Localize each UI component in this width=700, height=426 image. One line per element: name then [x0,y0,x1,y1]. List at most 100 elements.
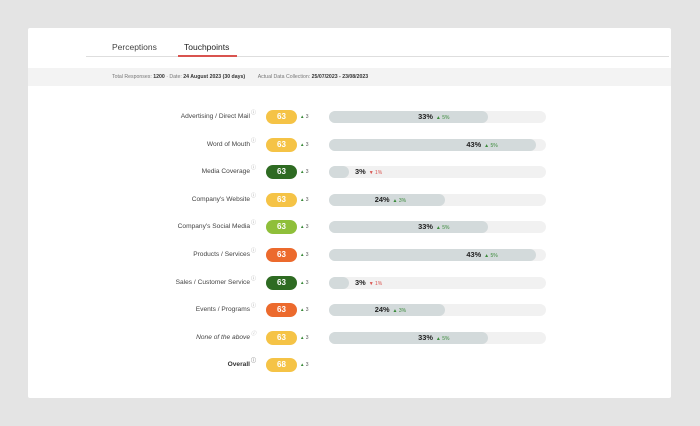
up-arrow-icon: ▲ [392,308,399,315]
info-icon[interactable]: ⓘ [250,330,256,337]
percent-value: 24% [374,305,390,315]
percent-value: 3% [355,167,366,177]
score-delta: ▲ 3 [300,330,309,346]
info-icon[interactable]: ⓘ [250,275,256,282]
percent-bar-fill [329,249,537,261]
up-arrow-icon: ▲ [484,142,491,149]
percent-bar-fill [329,166,349,179]
row-label: Company's Social Media ⓘ [178,219,256,235]
total-responses-label: Total Responses: [112,74,152,80]
up-arrow-icon: ▲ [435,115,443,121]
percent-value: 43% [466,139,482,149]
up-arrow-icon: ▲ [300,307,306,313]
percent-bar-fill [329,304,445,317]
percent-change-value: 1% [375,170,383,177]
row-label-text: Word of Mouth [206,140,250,148]
score-delta-value: 3 [305,252,309,258]
score-delta: ▲ 3 [300,192,309,208]
up-arrow-icon: ▲ [435,225,443,232]
row-label-text: Events / Programs [195,306,250,314]
percent-label: 3% ▼ 1% [355,166,382,178]
total-responses-value: 1200 [153,74,165,80]
percent-change-value: 5% [442,225,450,232]
percent-label: 24% ▲ 3% [375,194,406,206]
score-delta: ▲ 3 [300,275,309,291]
score-delta-value: 3 [305,279,309,286]
percent-change: ▼ 1% [369,281,383,287]
down-arrow-icon: ▼ [368,170,376,177]
score-delta: ▲ 3 [300,219,309,235]
up-arrow-icon: ▲ [484,253,491,259]
date-label: · Date: [166,74,182,80]
down-arrow-icon: ▼ [368,280,376,287]
overall-row: Overall ⓘ 68 ▲ 3 [28,357,671,373]
touchpoints-card: Perceptions Touchpoints Total Responses:… [28,28,671,398]
percent-value: 24% [374,194,390,204]
row-label: Overall ⓘ [227,357,256,373]
row-label: Word of Mouth ⓘ [206,137,256,153]
percent-change: ▲ 5% [484,253,498,259]
percent-bar-track: 24% ▲ 3% [329,193,546,206]
tab-perceptions[interactable]: Perceptions [112,42,157,52]
percent-change: ▲ 5% [436,336,450,342]
touchpoint-row: Media Coverage ⓘ 63 ▲ 3 3% ▼ 1% [28,164,671,180]
date-value: 24 August 2023 (30 days) [183,74,246,80]
info-icon[interactable]: ⓘ [250,248,256,254]
tab-touchpoints[interactable]: Touchpoints [184,42,230,52]
info-icon[interactable]: ⓘ [250,110,256,116]
row-label-text: Media Coverage [201,168,250,176]
percent-change: ▲ 5% [436,225,450,231]
percent-bar-track: 3% ▼ 1% [329,166,546,179]
percent-change: ▲ 3% [393,198,407,204]
percent-change-value: 1% [375,280,383,287]
percent-value: 33% [418,332,433,342]
info-icon[interactable]: ⓘ [250,358,256,365]
row-label-text: Sales / Customer Service [175,278,250,286]
percent-change-value: 5% [490,253,498,259]
score-delta: ▲ 3 [300,109,309,125]
percent-bar-track: 24% ▲ 3% [329,304,546,317]
score-delta-value: 3 [305,362,309,369]
percent-bar-track: 43% ▲ 5% [329,249,546,261]
info-icon[interactable]: ⓘ [250,137,256,144]
percent-change-value: 5% [490,142,498,149]
score-delta-value: 3 [305,141,309,148]
score-delta-value: 3 [305,334,309,341]
touchpoint-row: Events / Programs ⓘ 63 ▲ 3 24% ▲ 3% [28,302,671,318]
percent-value: 43% [466,250,482,259]
meta-bar: Total Responses: 1200 · Date: 24 August … [28,68,671,86]
info-icon[interactable]: ⓘ [250,220,256,227]
info-icon[interactable]: ⓘ [250,192,256,199]
percent-change-value: 5% [442,115,450,121]
score-delta-value: 3 [305,307,309,314]
percent-change: ▲ 3% [393,308,407,314]
percent-label: 43% ▲ 5% [466,139,497,151]
percent-value: 33% [418,112,433,121]
percent-label: 33% ▲ 5% [418,332,449,344]
score-badge: 63 [266,303,297,318]
row-label: Products / Services ⓘ [193,247,256,263]
row-label: Company's Website ⓘ [192,192,256,208]
percent-bar-fill [329,111,489,123]
score-delta: ▲ 3 [300,137,309,153]
touchpoint-row: Company's Website ⓘ 63 ▲ 3 24% ▲ 3% [28,192,671,208]
row-label: None of the above ⓘ [196,330,256,346]
percent-change: ▲ 5% [484,143,498,149]
info-icon[interactable]: ⓘ [250,303,256,310]
tab-divider [86,56,669,57]
collection-value: 25/07/2023 - 23/08/2023 [311,74,369,80]
percent-change: ▼ 1% [369,170,383,176]
touchpoint-row: Advertising / Direct Mail ⓘ 63 ▲ 3 33% ▲ 5% [28,109,671,125]
score-badge: 63 [266,110,297,124]
active-tab-indicator [178,55,237,57]
percent-bar-fill [329,221,489,234]
up-arrow-icon: ▲ [300,252,306,257]
info-icon[interactable]: ⓘ [250,165,256,172]
score-badge: 63 [266,275,297,290]
score-delta: ▲ 3 [300,357,309,373]
touchpoint-row: Company's Social Media ⓘ 63 ▲ 3 33% ▲ 5% [28,219,671,235]
row-label-text: Overall [227,361,250,369]
percent-value: 3% [355,277,366,287]
percent-bar-track: 33% ▲ 5% [329,221,546,234]
percent-bar-fill [329,331,489,344]
